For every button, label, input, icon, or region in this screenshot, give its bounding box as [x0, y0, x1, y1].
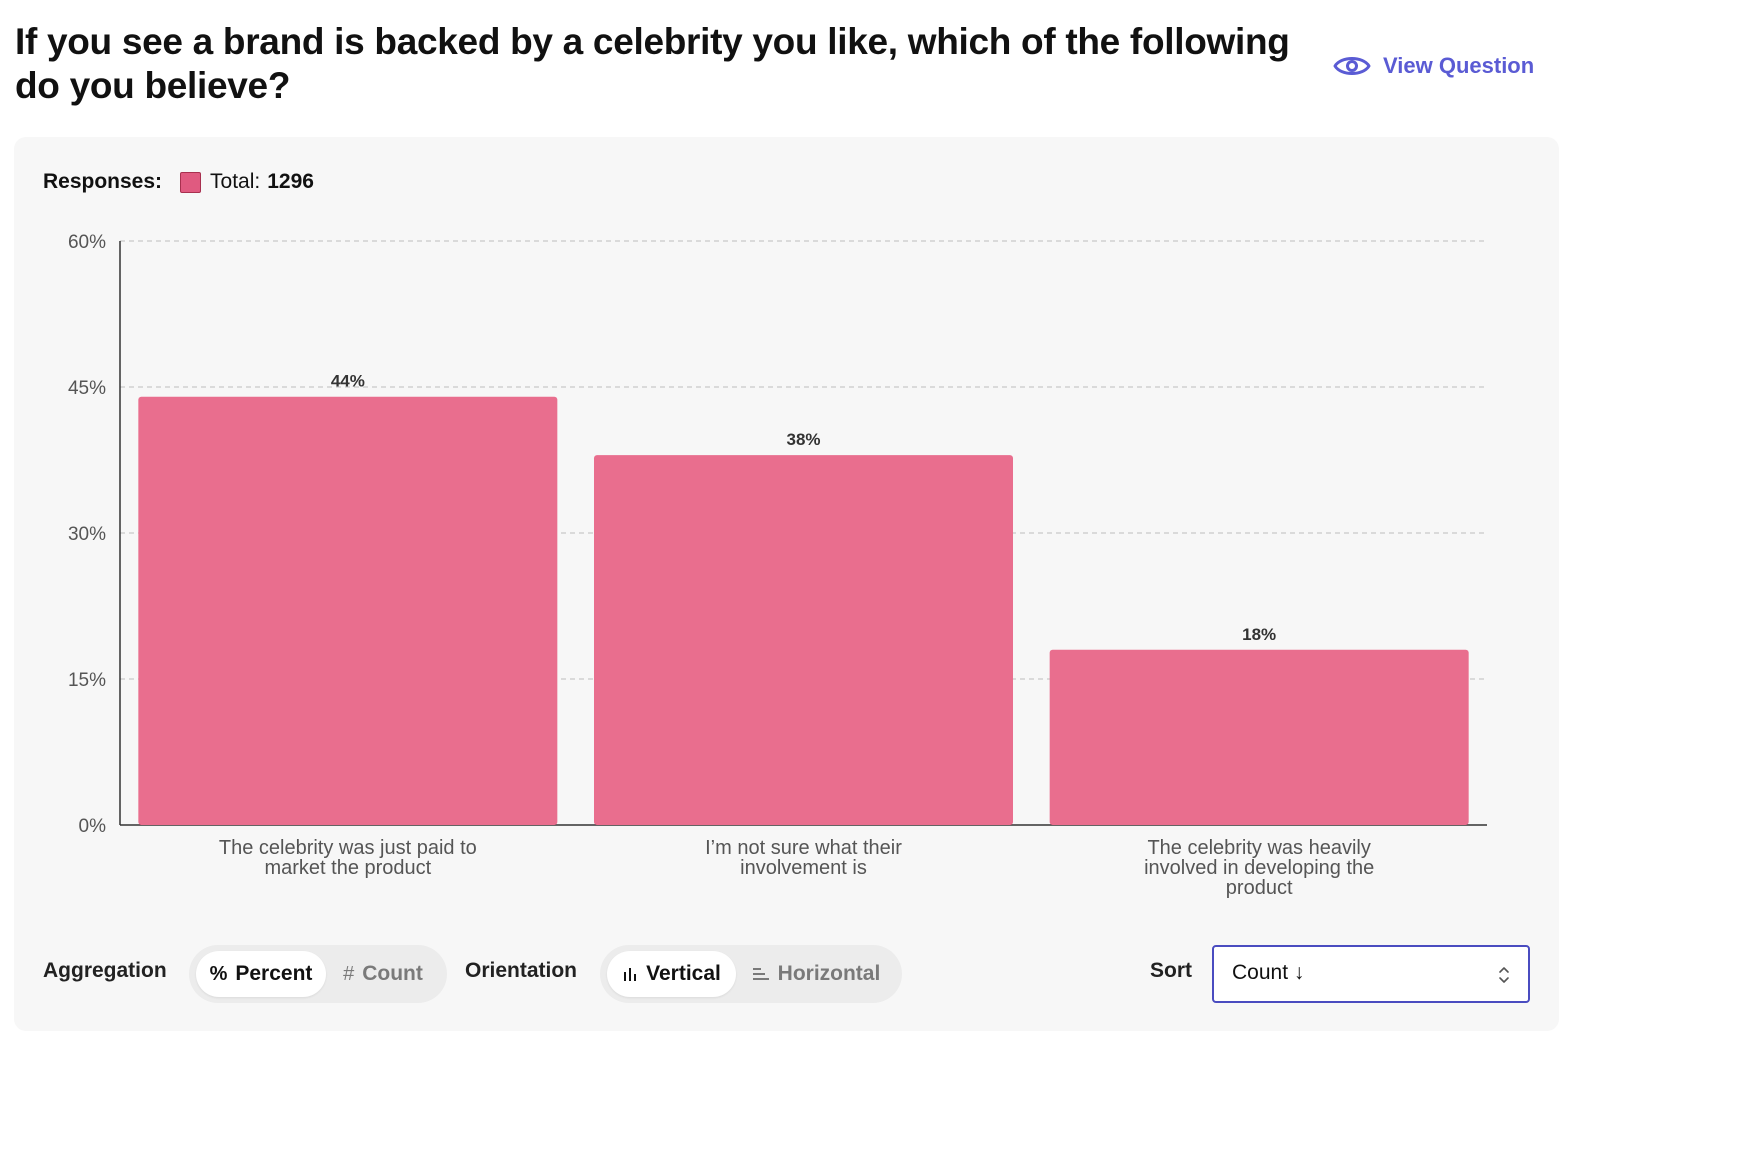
question-header: If you see a brand is backed by a celebr… [0, 0, 1750, 130]
sort-select[interactable]: Count ↓ [1212, 945, 1530, 1003]
view-question-label: View Question [1383, 53, 1535, 78]
aggregation-percent-button[interactable]: % Percent [196, 951, 326, 997]
orientation-horizontal-label: Horizontal [777, 962, 881, 985]
aggregation-count-label: Count [362, 962, 423, 985]
y-tick-label: 45% [68, 378, 106, 399]
y-tick-label: 15% [68, 670, 106, 691]
legend-total-value: 1296 [267, 170, 314, 193]
bar [138, 396, 558, 825]
legend-swatch [180, 171, 202, 193]
chevron-up-down-icon [1499, 967, 1509, 983]
chart-controls: Aggregation % Percent # Count Orientatio… [14, 937, 1559, 1007]
chart-panel: Responses: Total: 1296 0% 15% 30% 45% 60% 44%… [14, 137, 1559, 1031]
bar [1049, 649, 1469, 825]
y-tick-label: 60% [68, 232, 106, 253]
x-category-label: market the product [264, 857, 431, 879]
x-category-label: The celebrity was just paid to [219, 837, 477, 859]
bar-value-label: 18% [1242, 625, 1276, 644]
hash-icon: # [343, 962, 355, 985]
x-category-label: involved in developing the [1144, 857, 1374, 879]
y-tick-label: 0% [79, 816, 107, 837]
orientation-toggle: Vertical Horizontal [600, 945, 902, 1003]
orientation-vertical-label: Vertical [646, 962, 721, 985]
legend-total-label: Total: [210, 170, 261, 193]
aggregation-count-button[interactable]: # Count [331, 951, 435, 997]
aggregation-toggle: % Percent # Count [189, 945, 447, 1003]
x-category-label: involvement is [740, 857, 867, 879]
vertical-bars-icon [622, 966, 638, 982]
eye-icon [1333, 57, 1371, 75]
percent-icon: % [209, 962, 228, 985]
orientation-label: Orientation [465, 959, 578, 982]
responses-label: Responses: [43, 170, 163, 193]
x-category-label: The celebrity was heavily [1147, 837, 1370, 859]
horizontal-bars-icon [752, 966, 770, 982]
chart-legend: Responses: Total: 1296 [43, 167, 314, 197]
x-category-label: I’m not sure what their [705, 837, 902, 859]
bar-value-label: 38% [786, 430, 820, 449]
question-title: If you see a brand is backed by a celebr… [15, 21, 1290, 106]
aggregation-percent-label: Percent [235, 962, 313, 985]
aggregation-label: Aggregation [43, 959, 167, 982]
sort-label: Sort [1150, 959, 1192, 982]
orientation-vertical-button[interactable]: Vertical [607, 951, 736, 997]
orientation-horizontal-button[interactable]: Horizontal [742, 951, 890, 997]
bar-chart: 0% 15% 30% 45% 60% 44% The celebrity was just … [68, 232, 1487, 899]
view-question-link[interactable]: View Question [1333, 46, 1534, 86]
x-category-label: product [1226, 877, 1293, 899]
bar [594, 455, 1013, 825]
y-tick-label: 30% [68, 524, 106, 545]
bar-value-label: 44% [331, 372, 365, 391]
sort-selected-value: Count ↓ [1232, 961, 1305, 984]
